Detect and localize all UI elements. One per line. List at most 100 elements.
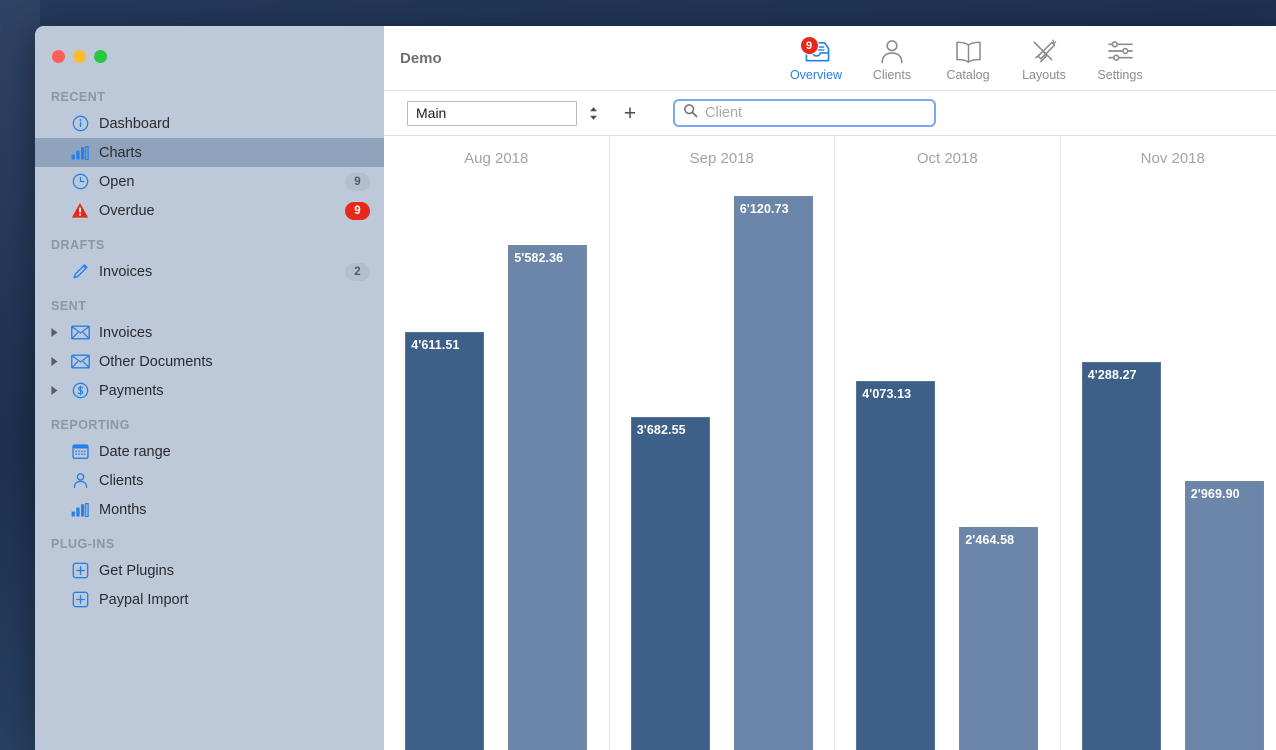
chart-bar[interactable]: 3'682.55 (630, 417, 710, 750)
plus-box-icon (69, 562, 91, 579)
tab-bar: 9 Overview Clients Catalog Layouts Settings (778, 30, 1158, 82)
chart-bar-value-label: 5'582.36 (514, 251, 564, 265)
sidebar-item-paypal-import[interactable]: Paypal Import (35, 585, 384, 614)
envelope-icon (69, 354, 91, 369)
tab-clients[interactable]: Clients (854, 30, 930, 82)
disclosure-triangle-icon[interactable] (45, 356, 63, 367)
chart-bars: 4'288.27 2'969.90 (1061, 136, 1276, 750)
calendar-icon (69, 443, 91, 460)
plus-box-icon (69, 591, 91, 608)
sidebar-item-label: Months (99, 501, 147, 518)
chart-group-label: Sep 2018 (689, 150, 754, 167)
sidebar-item-label: Paypal Import (99, 591, 189, 608)
sidebar-section-header: RECENT (51, 90, 106, 104)
warning-triangle-icon (69, 202, 91, 219)
sidebar-item-label: Date range (99, 443, 171, 460)
sidebar-item-payments[interactable]: Payments (35, 376, 384, 405)
chart-bar-value-label: 2'969.90 (1190, 487, 1240, 501)
add-layout-button[interactable]: + (623, 101, 637, 125)
pencil-icon (69, 263, 91, 280)
app-window: RECENT Dashboard Charts Open 9 Overdue 9 DRAFTS… (35, 26, 1276, 750)
tab-settings[interactable]: Settings (1082, 30, 1158, 82)
sliders-icon (1107, 37, 1134, 65)
desktop-background-streak (0, 0, 40, 750)
bar-chart: Aug 2018 4'611.51 5'582.36 Sep 2018 3'682.55… (384, 135, 1276, 750)
book-icon (955, 37, 982, 65)
sidebar-item-label: Clients (99, 472, 144, 489)
bar-chart-icon (69, 502, 91, 517)
chart-bar[interactable]: 4'073.13 (856, 381, 936, 750)
layout-select-group[interactable]: Main (407, 100, 600, 126)
inbox-tray-icon: 9 (799, 36, 831, 65)
window-controls (35, 26, 384, 63)
tab-catalog[interactable]: Catalog (930, 30, 1006, 82)
chart-group: Oct 2018 4'073.13 2'464.58 (835, 136, 1061, 750)
sidebar-item-label: Get Plugins (99, 562, 174, 579)
zoom-window-button[interactable] (94, 50, 107, 63)
tab-label: Clients (872, 68, 912, 82)
layout-select[interactable]: Main (407, 100, 577, 126)
sidebar-nav: RECENT Dashboard Charts Open 9 Overdue 9 DRAFTS… (35, 77, 384, 614)
main-panel: Demo 9 Overview Clients Catalog Layouts Setti… (384, 26, 1276, 750)
chart-bar-value-label: 3'682.55 (636, 423, 686, 437)
chart-bars: 4'073.13 2'464.58 (835, 136, 1060, 750)
chart-bar[interactable]: 5'582.36 (508, 245, 588, 750)
clock-icon (69, 173, 91, 190)
person-icon (69, 472, 91, 489)
sidebar-item-date-range[interactable]: Date range (35, 437, 384, 466)
tab-layouts[interactable]: Layouts (1006, 30, 1082, 82)
stepper-icon[interactable] (586, 106, 600, 121)
chart-bar-value-label: 6'120.73 (739, 202, 789, 216)
chart-bars: 4'611.51 5'582.36 (384, 136, 609, 750)
chart-bars: 3'682.55 6'120.73 (610, 136, 835, 750)
chart-bar-value-label: 4'073.13 (862, 387, 912, 401)
sidebar-item-label: Invoices (99, 324, 153, 341)
chart-group: Sep 2018 3'682.55 6'120.73 (610, 136, 835, 750)
sidebar-item-invoices[interactable]: Invoices 2 (35, 257, 384, 286)
search-icon (683, 103, 698, 123)
chart-group: Nov 2018 4'288.27 2'969.90 (1061, 136, 1276, 750)
sidebar-item-dashboard[interactable]: Dashboard (35, 109, 384, 138)
status-badge: 2 (345, 262, 370, 281)
sidebar-item-get-plugins[interactable]: Get Plugins (35, 556, 384, 585)
chart-bar-value-label: 2'464.58 (965, 533, 1015, 547)
sidebar-item-overdue[interactable]: Overdue 9 (35, 196, 384, 225)
chart-group-label: Nov 2018 (1140, 150, 1205, 167)
tab-label: Settings (1097, 68, 1143, 82)
sidebar-section-header: SENT (51, 299, 87, 313)
tab-badge: 9 (799, 36, 819, 55)
chart-bar-value-label: 4'288.27 (1087, 368, 1137, 382)
sidebar-item-clients[interactable]: Clients (35, 466, 384, 495)
app-title: Demo (400, 50, 442, 67)
sidebar-section-header: DRAFTS (51, 238, 105, 252)
disclosure-triangle-icon[interactable] (45, 327, 63, 338)
close-window-button[interactable] (52, 50, 65, 63)
minimize-window-button[interactable] (73, 50, 86, 63)
tab-label: Layouts (1022, 68, 1066, 82)
filter-bar: Main + Client (384, 90, 1276, 135)
chart-bar[interactable]: 2'464.58 (959, 527, 1039, 750)
chart-group-label: Oct 2018 (916, 150, 978, 167)
sidebar-item-charts[interactable]: Charts (35, 138, 384, 167)
sidebar-item-open[interactable]: Open 9 (35, 167, 384, 196)
chart-bar[interactable]: 6'120.73 (733, 196, 813, 750)
info-circle-icon (69, 115, 91, 132)
tab-overview[interactable]: 9 Overview (778, 30, 854, 82)
chart-bar[interactable]: 4'611.51 (405, 332, 485, 750)
status-badge: 9 (345, 172, 370, 191)
tab-label: Overview (789, 68, 843, 82)
toolbar: Demo 9 Overview Clients Catalog Layouts Setti… (384, 26, 1276, 90)
chart-bar[interactable]: 4'288.27 (1081, 362, 1161, 750)
sidebar-item-label: Payments (99, 382, 164, 399)
chart-bar[interactable]: 2'969.90 (1184, 481, 1264, 750)
disclosure-triangle-icon[interactable] (45, 385, 63, 396)
dollar-circle-icon (69, 382, 91, 399)
sidebar-item-months[interactable]: Months (35, 495, 384, 524)
sidebar-item-other-documents[interactable]: Other Documents (35, 347, 384, 376)
sidebar-item-invoices[interactable]: Invoices (35, 318, 384, 347)
status-badge: 9 (345, 201, 370, 220)
person-icon (880, 37, 904, 65)
bar-chart-icon (69, 145, 91, 160)
client-search-field[interactable]: Client (673, 99, 936, 127)
sidebar-section-header: PLUG-INS (51, 537, 115, 551)
